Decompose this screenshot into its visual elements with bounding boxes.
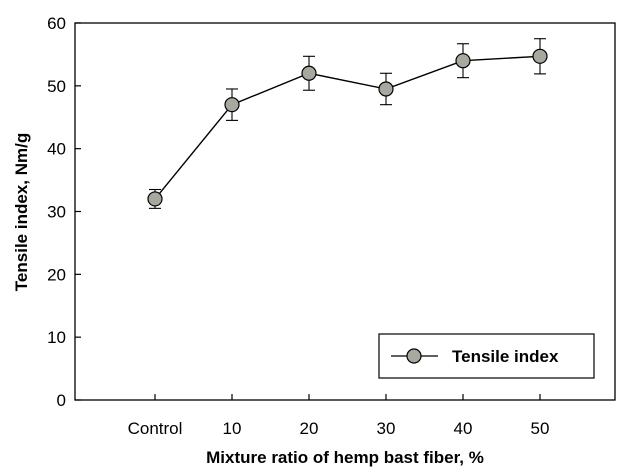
x-tick-label: Control bbox=[128, 419, 183, 438]
y-tick-label: 40 bbox=[47, 140, 66, 159]
legend-marker bbox=[406, 348, 422, 364]
y-tick-label: 0 bbox=[57, 391, 66, 410]
legend: Tensile index bbox=[378, 333, 595, 379]
data-point bbox=[147, 191, 163, 207]
data-point bbox=[532, 48, 548, 64]
y-tick-label: 20 bbox=[47, 265, 66, 284]
series-line bbox=[154, 55, 541, 200]
data-point bbox=[378, 81, 394, 97]
data-point bbox=[224, 97, 240, 113]
series-layer bbox=[147, 38, 548, 209]
y-axis-title: Tensile index, Nm/g bbox=[12, 133, 31, 291]
data-point bbox=[455, 53, 471, 69]
data-point bbox=[301, 65, 317, 81]
x-tick-label: 40 bbox=[454, 419, 473, 438]
x-tick-label: 20 bbox=[300, 419, 319, 438]
y-tick-label: 10 bbox=[47, 328, 66, 347]
y-tick-label: 30 bbox=[47, 203, 66, 222]
x-axis: Control 10 20 30 40 50 bbox=[128, 394, 550, 438]
x-axis-title: Mixture ratio of hemp bast fiber, % bbox=[206, 448, 484, 467]
x-tick-label: 50 bbox=[531, 419, 550, 438]
legend-label: Tensile index bbox=[452, 347, 559, 366]
x-tick-label: 30 bbox=[377, 419, 396, 438]
y-tick-label: 60 bbox=[47, 14, 66, 33]
y-tick-label: 50 bbox=[47, 77, 66, 96]
y-axis: 0 10 20 30 40 50 60 bbox=[47, 14, 81, 410]
x-tick-label: 10 bbox=[223, 419, 242, 438]
